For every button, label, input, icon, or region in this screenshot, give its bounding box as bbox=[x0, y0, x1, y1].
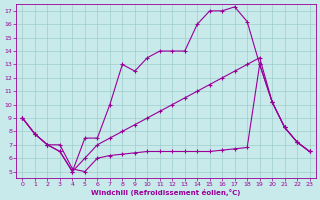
X-axis label: Windchill (Refroidissement éolien,°C): Windchill (Refroidissement éolien,°C) bbox=[91, 189, 241, 196]
